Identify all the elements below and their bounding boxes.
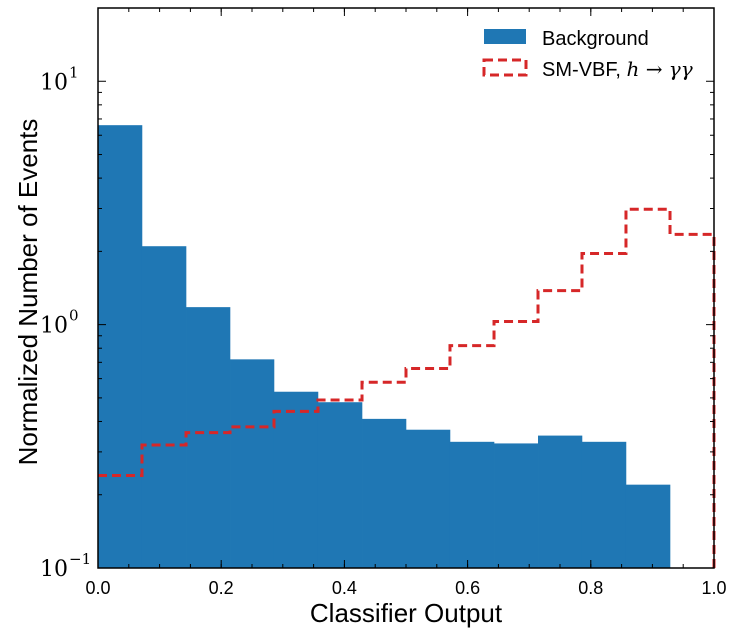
y-tick-exponent-1: 0	[69, 307, 79, 325]
background-bar-10	[538, 435, 583, 568]
background-bar-7	[406, 429, 451, 568]
background-bar-3	[230, 359, 275, 568]
legend-label-signal-math: h → γγ	[626, 57, 692, 81]
background-bar-12	[625, 484, 671, 568]
y-tick-label-1: 10	[40, 314, 68, 339]
y-tick-exponent-2: 1	[69, 63, 79, 81]
legend-swatch-signal	[482, 58, 528, 77]
x-tick-label-4: 0.8	[578, 578, 603, 598]
legend-label-background: Background	[542, 28, 649, 50]
legend: Background SM-VBF, h → γγ	[482, 28, 693, 81]
x-tick-label-3: 0.6	[455, 578, 480, 598]
background-bar-8	[449, 441, 495, 568]
x-tick-label-1: 0.2	[209, 578, 234, 598]
x-tick-label-2: 0.4	[332, 578, 357, 598]
x-tick-label-5: 1.0	[701, 578, 726, 598]
background-bar-0	[98, 125, 143, 569]
plot-area	[98, 125, 716, 569]
x-tick-label-0: 0.0	[85, 578, 110, 598]
y-tick-exponent-0: −1	[69, 550, 91, 568]
y-axis-label: Normalized Number of Events	[13, 119, 43, 466]
legend-label-signal: SM-VBF, h → γγ	[542, 57, 693, 81]
legend-label-signal-text: SM-VBF,	[542, 59, 626, 81]
background-bar-2	[186, 307, 231, 568]
background-bar-11	[581, 441, 627, 568]
background-bar-5	[317, 402, 363, 568]
legend-swatch-background	[484, 29, 526, 44]
background-bar-6	[362, 418, 407, 568]
background-bar-1	[141, 246, 187, 568]
background-bar-9	[494, 443, 539, 568]
y-tick-label-0: 10	[40, 557, 68, 582]
y-tick-label-2: 10	[40, 70, 68, 95]
signal-step-line	[98, 207, 716, 568]
x-axis-label: Classifier Output	[310, 598, 503, 628]
background-bar-4	[273, 391, 319, 568]
